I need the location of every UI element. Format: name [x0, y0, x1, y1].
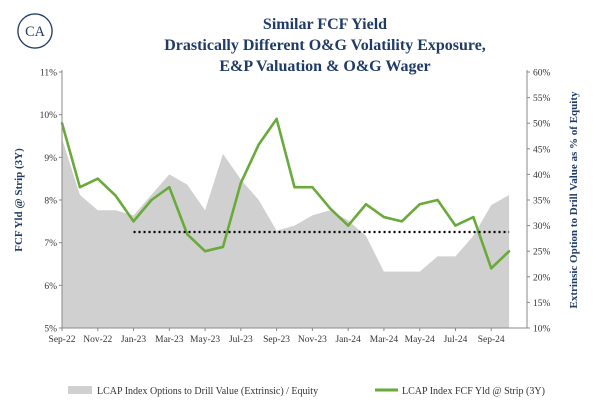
line-point [78, 186, 82, 189]
x-tick-label: Sep-22 [49, 335, 76, 345]
line-point [96, 177, 99, 180]
title-line-2: Drastically Different O&G Volatility Exp… [164, 37, 486, 54]
title-line-3: E&P Valuation & O&G Wager [219, 58, 431, 75]
x-tick-label: Mar-24 [370, 335, 399, 345]
right-tick-label: 20% [533, 273, 551, 283]
chart-title: Similar FCF Yield Drastically Different … [70, 14, 580, 77]
legend: LCAP Index Options to Drill Value (Extri… [68, 386, 545, 397]
x-tick-label: Sep-24 [478, 335, 505, 345]
right-tick-label: 40% [533, 171, 551, 181]
line-point [364, 203, 368, 206]
left-axis-title: FCF Yld @ Strip (3Y) [13, 148, 25, 252]
x-tick-label: Nov-22 [83, 335, 112, 345]
line-point [150, 198, 153, 202]
legend-label-area: LCAP Index Options to Drill Value (Extri… [97, 386, 318, 397]
legend-label-line: LCAP Index FCF Yld @ Strip (3Y) [402, 386, 545, 397]
line-point [185, 232, 189, 236]
area-series-layer [62, 138, 510, 328]
company-logo: CA [17, 13, 53, 49]
line-point [311, 186, 314, 189]
left-tick-label: 5% [44, 325, 57, 335]
line-point [221, 245, 225, 249]
right-tick-label: 55% [533, 94, 551, 104]
left-tick-label: 11% [40, 69, 57, 79]
title-line-1: Similar FCF Yield [262, 16, 388, 33]
x-tick-label: Nov-23 [298, 335, 327, 345]
right-axis-title: Extrinsic Option to Drill Value as % of … [568, 91, 580, 308]
line-point [436, 198, 439, 202]
line-point [454, 224, 457, 227]
line-point [382, 215, 386, 219]
left-tick-label: 9% [44, 154, 57, 164]
line-point [203, 250, 207, 253]
x-tick-label: Sep-23 [263, 335, 290, 345]
axes-layer: 5% 6% 7% 8% 9% 10% 11% 10% 15% 20% 25% 30% 35% 40% 45%… [13, 69, 580, 346]
area-series [62, 138, 510, 328]
line-point [168, 186, 171, 189]
legend-swatch-area [68, 386, 92, 394]
line-point [418, 203, 421, 206]
line-point [400, 220, 404, 223]
x-tick-label: Jul-23 [229, 335, 253, 345]
right-tick-label: 35% [533, 197, 551, 207]
right-tick-label: 50% [533, 120, 551, 130]
line-series-layer [60, 117, 511, 270]
x-tick-label: Jul-24 [444, 335, 468, 345]
left-tick-label: 6% [44, 282, 57, 292]
x-tick-label: Jan-23 [121, 335, 147, 345]
x-tick-label: Jan-24 [335, 335, 361, 345]
line-series [60, 117, 511, 270]
line-point [346, 224, 350, 227]
line-point [239, 181, 243, 185]
line-point [275, 117, 278, 121]
line-point [114, 194, 117, 197]
x-tick-label: Mar-23 [155, 335, 184, 345]
x-tick-label: May-23 [190, 335, 220, 345]
right-tick-label: 15% [533, 299, 551, 309]
left-tick-label: 8% [44, 197, 57, 207]
right-tick-label: 10% [533, 325, 551, 335]
logo-text: CA [25, 24, 46, 40]
left-tick-label: 7% [44, 239, 57, 249]
line-point [329, 207, 332, 210]
right-tick-label: 60% [533, 69, 551, 79]
right-tick-label: 45% [533, 145, 551, 155]
left-tick-label: 10% [40, 111, 58, 121]
x-tick-label: May-24 [405, 335, 435, 345]
right-tick-label: 25% [533, 248, 551, 258]
line-point [257, 143, 260, 146]
line-point [490, 267, 493, 270]
right-tick-label: 30% [533, 222, 551, 232]
line-point [293, 186, 296, 189]
line-point [472, 215, 475, 219]
line-point [132, 220, 135, 223]
line-point [507, 250, 511, 253]
